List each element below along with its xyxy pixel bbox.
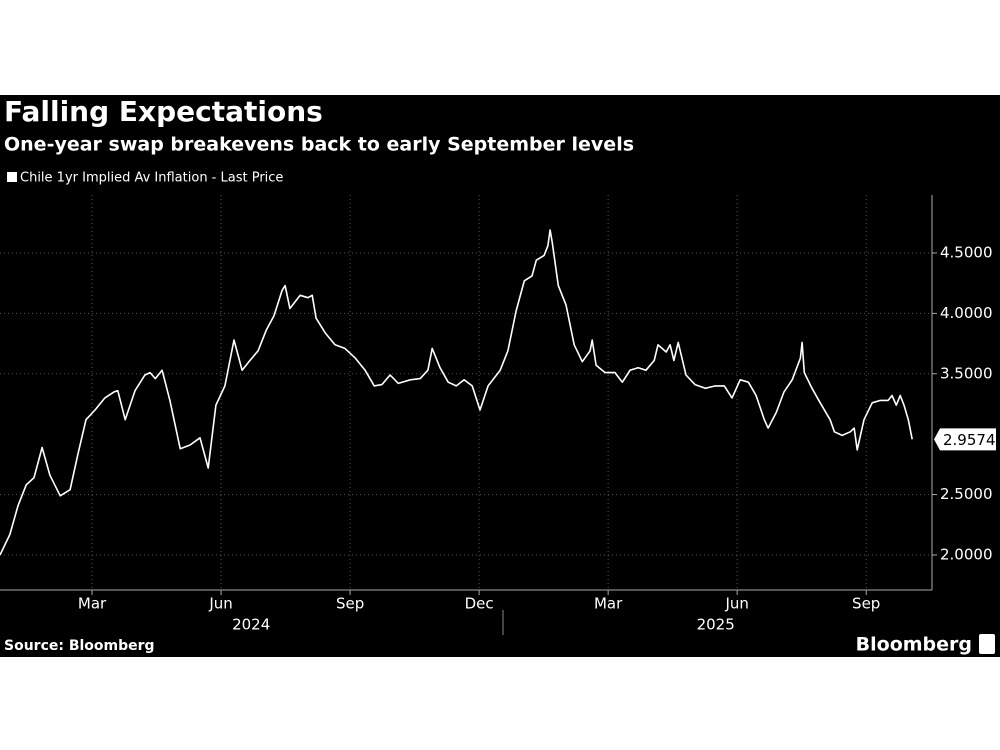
line-series xyxy=(0,229,913,556)
x-group-label: 2024 xyxy=(232,616,270,634)
y-tick-label: 3.5000 xyxy=(940,364,993,382)
x-tick-label: Jun xyxy=(724,595,748,613)
brand-icon xyxy=(979,634,995,654)
x-group-label: 2025 xyxy=(697,616,735,634)
chart-title: Falling Expectations xyxy=(4,95,323,128)
chart-background xyxy=(0,95,1000,657)
x-tick-label: Sep xyxy=(852,595,880,613)
brand: Bloomberg xyxy=(856,634,972,656)
last-value-box xyxy=(934,428,996,451)
last-value-label: 2.9574 xyxy=(943,431,996,449)
x-tick-label: Jun xyxy=(208,595,232,613)
x-tick-label: Mar xyxy=(78,595,107,613)
source: Source: Bloomberg xyxy=(4,638,155,654)
x-tick-label: Mar xyxy=(594,595,623,613)
y-tick-label: 4.0000 xyxy=(940,304,993,322)
y-tick-label: 2.0000 xyxy=(940,545,993,563)
x-tick-label: Dec xyxy=(465,595,494,613)
legend-label: Chile 1yr Implied Av Inflation - Last Pr… xyxy=(20,171,283,186)
x-tick-label: Sep xyxy=(336,595,364,613)
y-tick-label: 2.5000 xyxy=(940,485,993,503)
y-tick-label: 4.5000 xyxy=(940,243,993,261)
legend-swatch xyxy=(7,172,17,182)
chart-subtitle: One-year swap breakevens back to early S… xyxy=(4,134,634,156)
